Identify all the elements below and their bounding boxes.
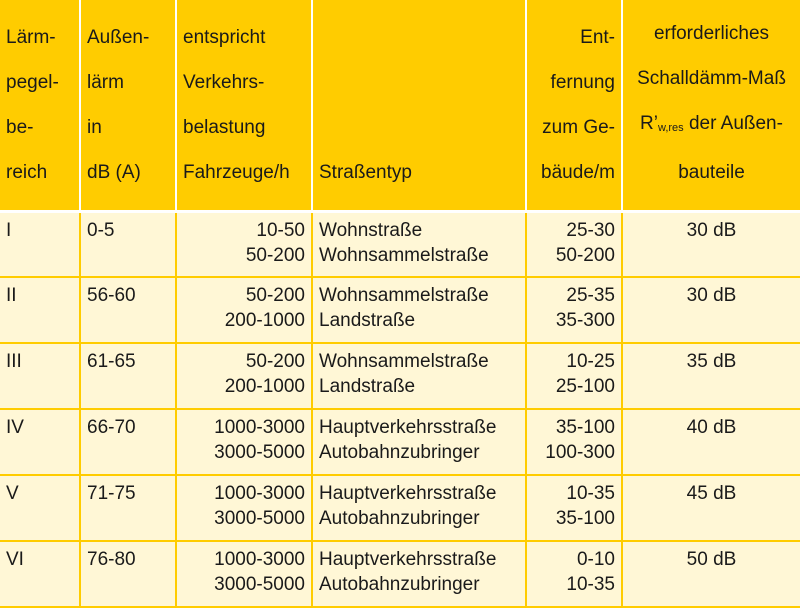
cell-laermpegelbereich: II bbox=[0, 277, 81, 344]
cell-laermpegelbereich: IV bbox=[0, 409, 81, 476]
cell-schalldaemm-mass: 30 dB bbox=[622, 277, 800, 344]
r-subscript: w,res bbox=[657, 121, 684, 134]
cell-strassentyp: Wohnsammelstraße Landstraße bbox=[312, 343, 527, 410]
cell-schalldaemm-mass: 45 dB bbox=[622, 475, 800, 542]
cell-entfernung: 25-35 35-300 bbox=[526, 277, 623, 344]
table-row: III 61-65 50-200 200-1000 Wohnsammelstraße La… bbox=[0, 343, 800, 410]
cell-verkehrsbelastung: 1000-3000 3000-5000 bbox=[176, 541, 313, 608]
header-entfernung: Ent- fernung zum Ge- bäude/m bbox=[526, 0, 623, 213]
cell-aussenlaerm: 76-80 bbox=[80, 541, 177, 608]
cell-verkehrsbelastung: 10-50 50-200 bbox=[176, 211, 313, 278]
cell-verkehrsbelastung: 1000-3000 3000-5000 bbox=[176, 409, 313, 476]
cell-entfernung: 10-25 25-100 bbox=[526, 343, 623, 410]
cell-laermpegelbereich: III bbox=[0, 343, 81, 410]
table-row: II 56-60 50-200 200-1000 Wohnsammelstraße Lan… bbox=[0, 277, 800, 344]
cell-strassentyp: Wohnsammelstraße Landstraße bbox=[312, 277, 527, 344]
header-verkehrsbelastung: entspricht Verkehrs- belastung Fahrzeuge… bbox=[176, 0, 313, 213]
table-row: I 0-5 10-50 50-200 Wohnstraße Wohnsammelstraß… bbox=[0, 211, 800, 278]
cell-schalldaemm-mass: 40 dB bbox=[622, 409, 800, 476]
table-header: Lärm- pegel- be- reich Außen- lärm in dB… bbox=[0, 0, 800, 213]
cell-verkehrsbelastung: 1000-3000 3000-5000 bbox=[176, 475, 313, 542]
cell-verkehrsbelastung: 50-200 200-1000 bbox=[176, 343, 313, 410]
cell-strassentyp: Wohnstraße Wohnsammelstraße bbox=[312, 211, 527, 278]
cell-entfernung: 0-10 10-35 bbox=[526, 541, 623, 608]
header-row: Lärm- pegel- be- reich Außen- lärm in dB… bbox=[0, 0, 800, 213]
table-body: I 0-5 10-50 50-200 Wohnstraße Wohnsammelstraß… bbox=[0, 211, 800, 608]
cell-entfernung: 10-35 35-100 bbox=[526, 475, 623, 542]
cell-entfernung: 35-100 100-300 bbox=[526, 409, 623, 476]
table-row: VI 76-80 1000-3000 3000-5000 Hauptverkehrsst… bbox=[0, 541, 800, 608]
cell-strassentyp: Hauptverkehrsstraße Autobahnzubringer bbox=[312, 541, 527, 608]
cell-aussenlaerm: 56-60 bbox=[80, 277, 177, 344]
cell-aussenlaerm: 71-75 bbox=[80, 475, 177, 542]
cell-verkehrsbelastung: 50-200 200-1000 bbox=[176, 277, 313, 344]
cell-strassentyp: Hauptverkehrsstraße Autobahnzubringer bbox=[312, 409, 527, 476]
table-row: IV 66-70 1000-3000 3000-5000 Hauptverkehrsst… bbox=[0, 409, 800, 476]
cell-schalldaemm-mass: 30 dB bbox=[622, 211, 800, 278]
cell-schalldaemm-mass: 35 dB bbox=[622, 343, 800, 410]
header-aussenlaerm: Außen- lärm in dB (A) bbox=[80, 0, 177, 213]
cell-strassentyp: Hauptverkehrsstraße Autobahnzubringer bbox=[312, 475, 527, 542]
cell-aussenlaerm: 0-5 bbox=[80, 211, 177, 278]
table-row: V 71-75 1000-3000 3000-5000 Hauptverkehrsstr… bbox=[0, 475, 800, 542]
header-strassentyp: Straßentyp bbox=[312, 0, 527, 213]
cell-entfernung: 25-30 50-200 bbox=[526, 211, 623, 278]
cell-laermpegelbereich: I bbox=[0, 211, 81, 278]
cell-laermpegelbereich: V bbox=[0, 475, 81, 542]
r-prime-symbol: R’ bbox=[640, 112, 658, 134]
header-laermpegelbereich: Lärm- pegel- be- reich bbox=[0, 0, 81, 213]
cell-schalldaemm-mass: 50 dB bbox=[622, 541, 800, 608]
cell-aussenlaerm: 61-65 bbox=[80, 343, 177, 410]
header-schalldaemm-mass: erforderliches Schalldämm-Maß R’w,res de… bbox=[622, 0, 800, 213]
cell-aussenlaerm: 66-70 bbox=[80, 409, 177, 476]
cell-laermpegelbereich: VI bbox=[0, 541, 81, 608]
